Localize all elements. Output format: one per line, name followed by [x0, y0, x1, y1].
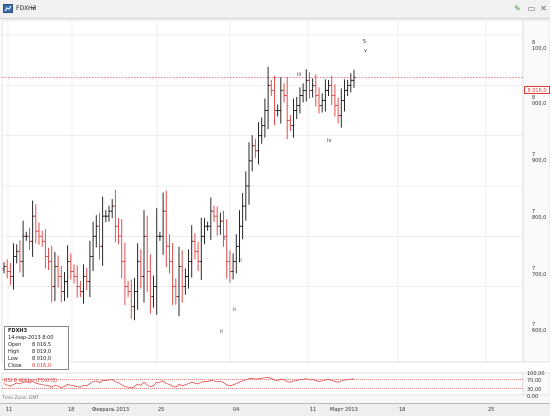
y-tick-label: 8 100,0	[532, 40, 547, 52]
x-tick-label: 11	[310, 407, 317, 413]
info-key: Low	[8, 356, 18, 362]
close-icon[interactable]: ✕	[540, 4, 547, 13]
rsi-tick-label: 30,00	[527, 387, 542, 393]
x-tick-label: 18	[399, 407, 406, 413]
wave-label: iv	[327, 138, 332, 144]
info-key: Open	[8, 342, 22, 348]
x-tick-label: Март 2013	[330, 407, 358, 413]
minimize-icon[interactable]: ▭	[527, 4, 536, 13]
chart-title-bar: FDXH3 ▾ ✎ ▭ ✕	[0, 0, 550, 19]
wave-label: 5	[363, 39, 367, 45]
chart-icon[interactable]	[3, 4, 13, 13]
timezone-label: Time Zone: GMT	[2, 396, 39, 401]
rsi-tick-label: 0,00	[527, 394, 539, 400]
y-tick-label: 7 900,0	[532, 152, 547, 164]
info-key: High	[8, 349, 20, 355]
x-tick-label: 18	[68, 407, 75, 413]
y-tick-label: 8 000,0	[532, 95, 547, 107]
time-axis[interactable]: 11 Февраль 2013 18 25 04 11 Март 2013 18…	[0, 403, 550, 416]
rsi-axis-panel	[522, 372, 550, 396]
info-key: Close	[8, 363, 22, 369]
info-datetime: 14-мар-2013 8:00	[8, 335, 54, 341]
current-price-badge: 8 016,0	[524, 86, 550, 94]
x-tick-label: 25	[488, 407, 495, 413]
wave-label: ii	[233, 307, 236, 313]
y-tick-label: 7 800,0	[532, 209, 547, 221]
wave-label: iii	[297, 72, 302, 78]
x-tick-label: 25	[158, 407, 165, 413]
wave-label: ii	[239, 258, 242, 264]
plot-area	[1, 19, 524, 363]
rsi-indicator-label[interactable]: RSI 8 Wilder (FDXH3)	[4, 378, 57, 384]
rsi-tick-label: 70,00	[527, 378, 542, 384]
rsi-panel	[1, 372, 524, 396]
ohlc-info-box: FDXH3 14-мар-2013 8:00 Open 8 016,5 High 8…	[4, 326, 69, 370]
symbol-label[interactable]: FDXH3	[16, 5, 37, 12]
wave-label: i	[224, 236, 226, 242]
info-value: 8 019,0	[32, 349, 52, 355]
rsi-line	[3, 377, 355, 389]
wave-label: ii	[220, 329, 223, 335]
rsi-tick-label: 100,00	[527, 371, 545, 377]
x-tick-label: 04	[233, 407, 240, 413]
info-symbol: FDXH3	[8, 328, 28, 334]
info-value: 8 016,5	[32, 342, 52, 348]
info-value: 8 016,0	[32, 363, 52, 369]
chevron-down-icon[interactable]: ▾	[32, 5, 36, 12]
y-tick-label: 7 700,0	[532, 266, 547, 278]
x-tick-label: Февраль 2013	[92, 407, 130, 413]
x-tick-label: 11	[6, 407, 13, 413]
pin-icon[interactable]: ✎	[514, 4, 521, 13]
price-axis-panel	[522, 19, 550, 363]
info-value: 8 010,0	[32, 356, 52, 362]
timezone-strip	[0, 396, 550, 403]
wave-label: v	[364, 48, 367, 54]
y-tick-label: 7 600,0	[532, 322, 547, 334]
